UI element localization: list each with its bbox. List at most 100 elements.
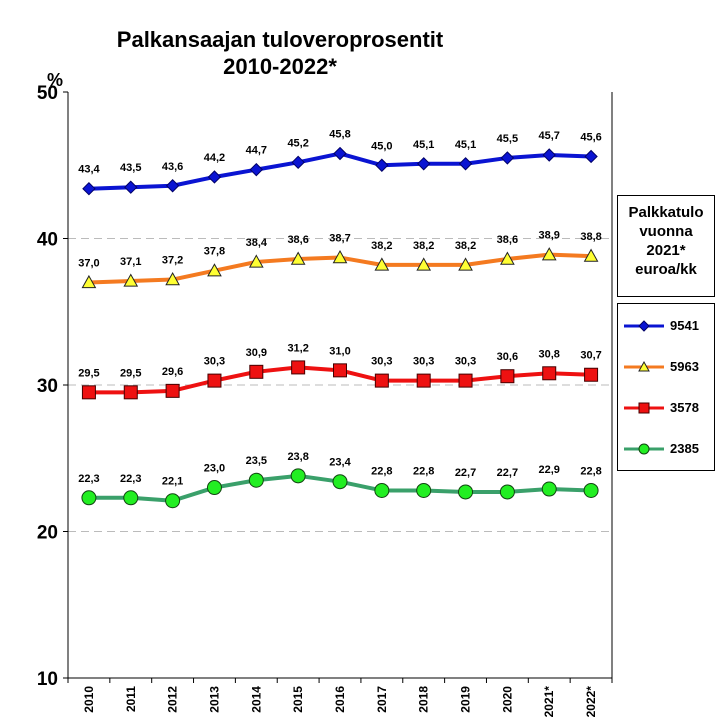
data-label: 30,9 <box>246 347 267 359</box>
y-tick-label: 20 <box>37 523 58 544</box>
legend-title: Palkkatulo vuonna 2021* euroa/kk <box>617 195 715 297</box>
data-label: 22,8 <box>413 465 434 477</box>
legend-item: 3578 <box>618 398 714 418</box>
x-tick-label: 2022* <box>584 686 598 718</box>
legend-title-line: Palkkatulo <box>628 204 704 221</box>
data-label: 30,7 <box>580 350 601 362</box>
data-label: 29,6 <box>162 366 183 378</box>
data-point <box>291 360 306 375</box>
data-point <box>332 250 348 264</box>
legend-item: 2385 <box>618 439 714 459</box>
data-label: 29,5 <box>78 367 99 379</box>
data-label: 44,2 <box>204 152 225 164</box>
data-label: 37,8 <box>204 246 225 258</box>
data-label: 22,3 <box>78 473 99 485</box>
data-point <box>290 468 306 484</box>
data-point <box>249 162 264 177</box>
data-label: 22,3 <box>120 473 141 485</box>
data-point <box>206 480 222 496</box>
series-9541: 43,4 43,5 43,6 44,2 44,7 45,2 45,8 45,0 45,1 45,1… <box>78 129 602 196</box>
data-label: 37,0 <box>78 257 99 269</box>
x-tick-label: 2015 <box>291 686 305 713</box>
data-label: 45,2 <box>287 137 308 149</box>
data-point <box>123 385 138 400</box>
data-point <box>81 490 97 506</box>
y-tick-label: 10 <box>37 669 58 690</box>
data-point <box>458 484 474 500</box>
data-point <box>207 170 222 184</box>
data-point <box>248 472 264 488</box>
data-point <box>333 146 347 161</box>
data-point <box>165 493 181 509</box>
data-label: 30,8 <box>539 348 560 360</box>
legend-swatch <box>624 360 664 372</box>
data-label: 38,9 <box>539 230 560 242</box>
data-point <box>248 254 264 268</box>
legend-label: 9541 <box>670 318 699 333</box>
data-label: 38,2 <box>413 240 434 252</box>
data-label: 23,8 <box>287 451 308 463</box>
data-point <box>207 263 222 277</box>
data-point <box>583 482 599 498</box>
data-label: 45,7 <box>539 130 560 142</box>
data-label: 30,3 <box>204 356 225 368</box>
x-tick-label: 2021* <box>542 686 556 718</box>
x-tick-label: 2010 <box>82 686 96 713</box>
legend: 9541 5963 3578 2385 <box>617 303 715 471</box>
data-point <box>81 385 96 400</box>
data-label: 38,4 <box>246 237 268 249</box>
data-point <box>500 251 515 265</box>
data-label: 45,1 <box>413 139 434 151</box>
data-label: 22,9 <box>539 464 560 476</box>
data-point <box>416 257 432 271</box>
data-label: 31,0 <box>329 345 350 357</box>
data-point <box>165 179 180 193</box>
y-tick-label: 40 <box>37 230 58 251</box>
data-label: 23,4 <box>329 457 351 469</box>
data-point <box>542 148 556 162</box>
x-tick-label: 2020 <box>500 686 514 713</box>
data-point <box>374 482 390 498</box>
chart-title-line1: Palkansaajan tuloveroprosentit <box>116 27 444 52</box>
legend-title-line: euroa/kk <box>635 261 697 278</box>
data-label: 23,0 <box>204 463 225 475</box>
legend-item: 9541 <box>618 316 714 336</box>
data-label: 22,1 <box>162 476 183 488</box>
data-point <box>332 474 348 490</box>
data-point <box>290 251 306 265</box>
data-label: 38,7 <box>329 233 350 245</box>
legend-label: 3578 <box>670 400 699 415</box>
data-label: 45,1 <box>455 139 476 151</box>
legend-item: 5963 <box>618 357 714 377</box>
legend-marker <box>638 402 650 414</box>
data-point <box>374 257 390 271</box>
data-label: 22,8 <box>580 465 601 477</box>
data-point <box>124 180 138 194</box>
y-tick-label: 30 <box>37 376 58 397</box>
data-label: 38,2 <box>371 240 392 252</box>
data-point <box>82 181 96 196</box>
legend-swatch <box>624 443 664 455</box>
data-point <box>291 155 305 170</box>
data-point <box>584 367 599 382</box>
series-2385: 22,3 22,3 22,1 23,0 23,5 23,8 23,4 22,8 22,8 22,7… <box>78 451 602 509</box>
data-label: 30,3 <box>413 356 434 368</box>
data-point <box>583 248 599 262</box>
data-point <box>500 151 515 165</box>
x-tick-label: 2016 <box>333 686 347 713</box>
x-tick-label: 2018 <box>417 686 431 713</box>
data-label: 31,2 <box>287 342 308 354</box>
data-point <box>249 364 264 379</box>
data-label: 44,7 <box>246 145 267 157</box>
data-point <box>81 274 97 289</box>
data-point <box>123 273 139 287</box>
data-point <box>541 247 557 261</box>
data-point <box>500 369 515 384</box>
data-label: 29,5 <box>120 367 141 379</box>
data-point <box>374 373 389 388</box>
legend-marker <box>638 360 650 372</box>
data-point <box>165 271 180 286</box>
x-tick-label: 2013 <box>207 686 221 713</box>
data-point <box>207 373 222 388</box>
